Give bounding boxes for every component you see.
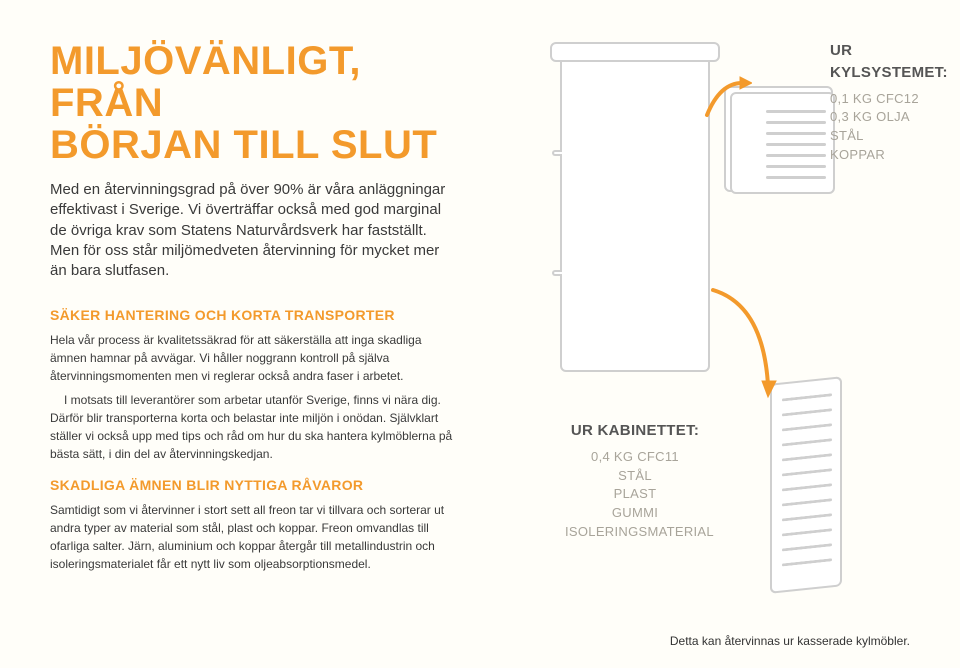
kylsystem-title: UR KYLSYSTEMET: (830, 40, 950, 84)
kabinett-line: PLAST (565, 485, 705, 504)
kylsystem-line: STÅL (830, 127, 950, 146)
section2-heading: SKADLIGA ÄMNEN BLIR NYTTIGA RÅVAROR (50, 477, 460, 493)
kabinett-title: UR KABINETTET: (565, 420, 705, 442)
title-line2: BÖRJAN TILL SLUT (50, 123, 437, 167)
coil-lines-icon (782, 393, 832, 578)
kabinett-label: UR KABINETTET: 0,4 KG CFC11 STÅL PLAST G… (565, 420, 705, 542)
kabinett-line: GUMMI (565, 504, 705, 523)
section2-para1: Samtidigt som vi återvinner i stort sett… (50, 501, 460, 573)
page-title: MILJÖVÄNLIGT, FRÅN BÖRJAN TILL SLUT (50, 40, 460, 166)
hinge-icon (552, 270, 562, 276)
fridge-top-icon (550, 42, 720, 62)
intro-text: Med en återvinningsgrad på över 90% är v… (50, 180, 460, 281)
kylsystem-line: 0,1 KG CFC12 (830, 90, 950, 109)
vent-lines-icon (766, 110, 826, 187)
figure-caption: Detta kan återvinnas ur kasserade kylmöb… (670, 634, 910, 648)
hinge-icon (552, 150, 562, 156)
fridge-body-icon (560, 52, 710, 372)
kylsystem-line: 0,3 KG OLJA (830, 108, 950, 127)
arrow-icon (702, 75, 752, 125)
arrow-icon (708, 285, 788, 405)
kylsystem-label: UR KYLSYSTEMET: 0,1 KG CFC12 0,3 KG OLJA… (830, 40, 950, 165)
section1-heading: SÄKER HANTERING OCH KORTA TRANSPORTER (50, 307, 460, 323)
coil-icon (770, 376, 842, 594)
title-line1: MILJÖVÄNLIGT, FRÅN (50, 39, 361, 125)
kabinett-line: 0,4 KG CFC11 (565, 448, 705, 467)
kylsystem-line: KOPPAR (830, 146, 950, 165)
section1-para2: I motsats till leverantörer som arbetar … (50, 391, 460, 463)
kabinett-line: STÅL (565, 467, 705, 486)
section1-para1: Hela vår process är kvalitetssäkrad för … (50, 331, 460, 385)
fridge-diagram: UR KYLSYSTEMET: 0,1 KG CFC12 0,3 KG OLJA… (490, 40, 910, 600)
kabinett-line: ISOLERINGSMATERIAL (565, 523, 705, 542)
